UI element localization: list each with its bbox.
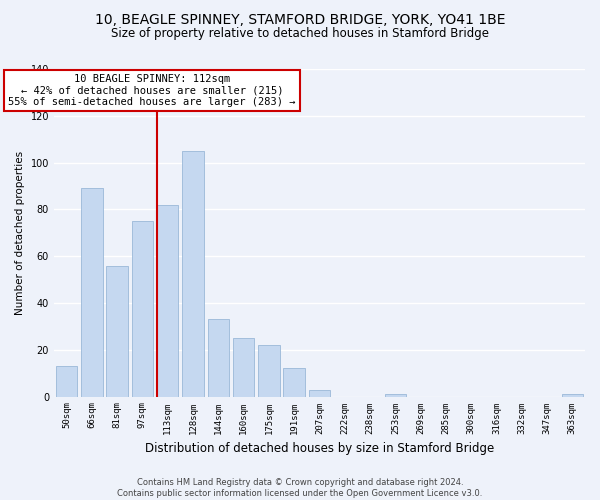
Bar — [81, 188, 103, 396]
Text: 10 BEAGLE SPINNEY: 112sqm
← 42% of detached houses are smaller (215)
55% of semi: 10 BEAGLE SPINNEY: 112sqm ← 42% of detac… — [8, 74, 296, 107]
Bar — [385, 394, 406, 396]
Text: Contains HM Land Registry data © Crown copyright and database right 2024.
Contai: Contains HM Land Registry data © Crown c… — [118, 478, 482, 498]
Bar — [258, 345, 280, 397]
Text: Size of property relative to detached houses in Stamford Bridge: Size of property relative to detached ho… — [111, 28, 489, 40]
Bar — [283, 368, 305, 396]
Bar — [208, 320, 229, 396]
Bar — [233, 338, 254, 396]
Y-axis label: Number of detached properties: Number of detached properties — [15, 150, 25, 315]
Bar — [562, 394, 583, 396]
Text: 10, BEAGLE SPINNEY, STAMFORD BRIDGE, YORK, YO41 1BE: 10, BEAGLE SPINNEY, STAMFORD BRIDGE, YOR… — [95, 12, 505, 26]
Bar — [131, 221, 153, 396]
Bar — [309, 390, 330, 396]
Bar — [56, 366, 77, 396]
Bar — [157, 204, 178, 396]
X-axis label: Distribution of detached houses by size in Stamford Bridge: Distribution of detached houses by size … — [145, 442, 494, 455]
Bar — [182, 151, 204, 396]
Bar — [106, 266, 128, 396]
